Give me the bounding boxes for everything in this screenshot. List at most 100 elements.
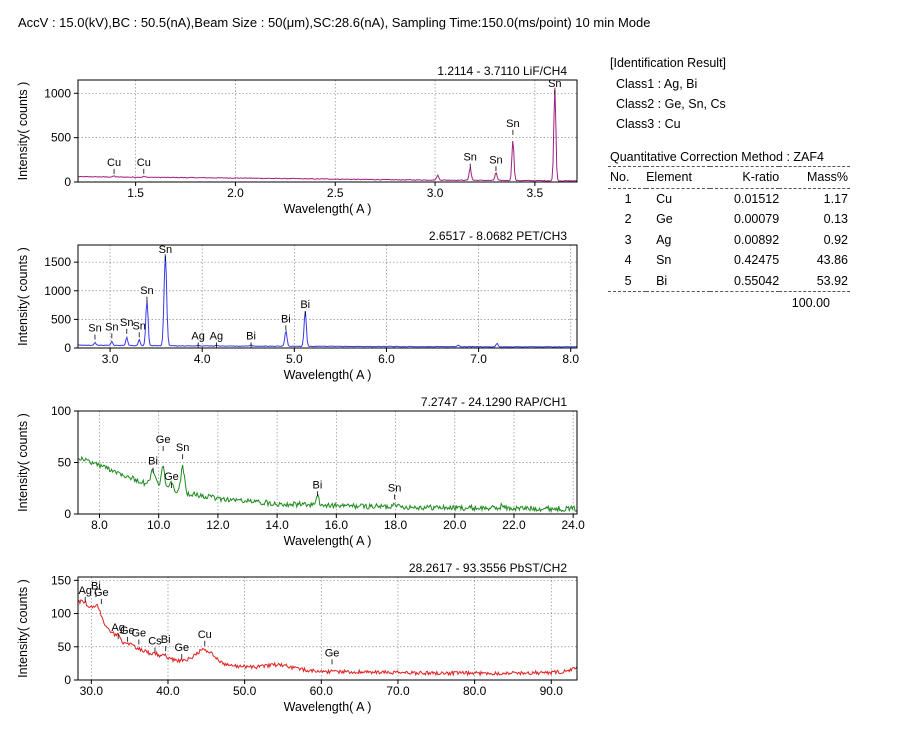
x-tick-label: 60.0	[310, 684, 334, 698]
x-tick-label: 3.0	[427, 186, 444, 200]
spectrum-line	[77, 455, 578, 514]
x-tick-label: 12.0	[206, 518, 230, 532]
x-axis-label: Wavelength( A )	[284, 534, 372, 548]
row-k-ratio: 0.55042	[734, 273, 780, 288]
row-element: Sn	[656, 253, 672, 268]
spectrum-chart-4: 30.0 40.0 50.0 60.0 70.0 80.0 90.0 0 50 100 150 Wav…	[16, 561, 578, 714]
class1-text: Class1 : Ag, Bi	[616, 77, 698, 91]
peak-label: Ge	[164, 471, 179, 483]
peak-label: Bi	[91, 580, 101, 592]
y-tick-label: 100	[51, 404, 71, 418]
y-axis-label: Intensity( counts )	[16, 82, 30, 181]
peak-label: Ge	[174, 642, 189, 654]
row-mass: 0.92	[823, 232, 848, 247]
x-tick-label: 8.0	[91, 518, 108, 532]
row-element: Bi	[656, 273, 668, 288]
col-mass: Mass%	[807, 170, 848, 185]
peak-label: Sn	[176, 442, 189, 454]
peak-label: Bi	[148, 456, 158, 468]
row-mass: 1.17	[823, 191, 848, 206]
peak-label: Cu	[107, 157, 121, 169]
x-tick-label: 80.0	[463, 684, 487, 698]
row-k-ratio: 0.01512	[734, 191, 780, 206]
table-row: 3 Ag 0.00892 0.92	[608, 230, 850, 251]
y-axis-label: Intensity( counts )	[16, 413, 30, 512]
x-tick-label: 2.0	[227, 186, 244, 200]
y-tick-label: 100	[51, 607, 71, 621]
peak-label: Bi	[300, 299, 310, 311]
x-tick-label: 24.0	[562, 518, 586, 532]
class2-text: Class2 : Ge, Sn, Cs	[616, 97, 726, 111]
peak-label: Bi	[161, 634, 171, 646]
row-mass: 43.86	[816, 253, 848, 268]
x-axis-label: Wavelength( A )	[284, 700, 372, 714]
x-tick-label: 22.0	[502, 518, 526, 532]
peak-label: Sn	[548, 78, 561, 90]
y-tick-label: 150	[51, 573, 71, 587]
peak-label: Ag	[210, 331, 223, 343]
peak-label: Ag	[111, 622, 124, 634]
peak-label: Ge	[156, 434, 171, 446]
x-tick-label: 3.5	[527, 186, 544, 200]
peak-label: Ge	[325, 647, 340, 659]
x-tick-label: 40.0	[156, 684, 180, 698]
analysis-conditions: AccV : 15.0(kV),BC : 50.5(nA),Beam Size …	[18, 15, 651, 30]
x-tick-label: 6.0	[378, 352, 395, 366]
y-tick-label: 50	[58, 456, 72, 470]
plot-frame	[77, 576, 578, 681]
y-tick-label: 1000	[44, 284, 71, 298]
x-tick-label: 8.0	[562, 352, 579, 366]
x-tick-label: 7.0	[470, 352, 487, 366]
identification-title: [Identification Result]	[610, 56, 727, 70]
peak-label: Ge	[120, 625, 135, 637]
x-tick-label: 5.0	[286, 352, 303, 366]
col-k-ratio: K-ratio	[742, 170, 780, 185]
peak-label: Ge	[132, 627, 147, 639]
plot-frame	[77, 244, 578, 349]
x-axis-label: Wavelength( A )	[284, 202, 372, 216]
spectrum-chart-3: 8.0 10.0 12.0 14.0 16.0 18.0 20.0 22.0 24.0 0 50 10…	[16, 395, 585, 548]
x-tick-label: 3.0	[102, 352, 119, 366]
row-k-ratio: 0.00079	[734, 212, 780, 227]
row-element: Ag	[656, 232, 672, 247]
spectrum-chart-1: 1.5 2.0 2.5 3.0 3.5 0 500 1000 Wavelength( A ) In…	[16, 64, 578, 216]
peak-label: Sn	[88, 323, 101, 335]
range-label: 2.6517 - 8.0682 PET/CH3	[429, 229, 567, 243]
y-tick-label: 1500	[44, 255, 71, 269]
x-tick-label: 70.0	[386, 684, 410, 698]
spectrum-line	[77, 87, 578, 182]
y-tick-label: 500	[51, 131, 71, 145]
x-tick-label: 14.0	[265, 518, 289, 532]
table-row: 2 Ge 0.00079 0.13	[608, 209, 850, 230]
x-tick-label: 50.0	[233, 684, 257, 698]
col-element: Element	[646, 170, 692, 185]
table-row: 1 Cu 0.01512 1.17	[608, 188, 850, 209]
y-tick-label: 0	[64, 341, 71, 355]
peak-label: Sn	[489, 154, 502, 166]
peak-label: Sn	[159, 244, 172, 256]
peak-label: Cu	[198, 629, 212, 641]
peak-label: Ge	[94, 587, 109, 599]
peak-label: Sn	[120, 317, 133, 329]
x-tick-label: 4.0	[194, 352, 211, 366]
row-no: 1	[624, 191, 632, 206]
x-tick-label: 10.0	[147, 518, 171, 532]
row-mass: 0.13	[823, 212, 848, 227]
x-tick-label: 20.0	[443, 518, 467, 532]
x-tick-label: 90.0	[540, 684, 564, 698]
col-no: No.	[610, 170, 630, 185]
peak-label: Sn	[388, 482, 401, 494]
peak-label: Sn	[506, 118, 519, 130]
peak-label: Sn	[463, 152, 476, 164]
row-element: Cu	[656, 191, 673, 206]
peak-label: Bi	[246, 331, 256, 343]
table-row: 4 Sn 0.42475 43.86	[608, 250, 850, 271]
y-tick-label: 0	[64, 175, 71, 189]
spectrum-line	[77, 254, 578, 348]
range-label: 7.2747 - 24.1290 RAP/CH1	[421, 395, 567, 409]
quantitative-table: No. Element K-ratio Mass% 1 Cu 0.01512 1…	[608, 166, 850, 292]
peak-label: Sn	[105, 321, 118, 333]
row-no: 5	[624, 273, 632, 288]
correction-method: Quantitative Correction Method : ZAF4	[610, 150, 824, 164]
y-tick-label: 1000	[44, 86, 71, 100]
